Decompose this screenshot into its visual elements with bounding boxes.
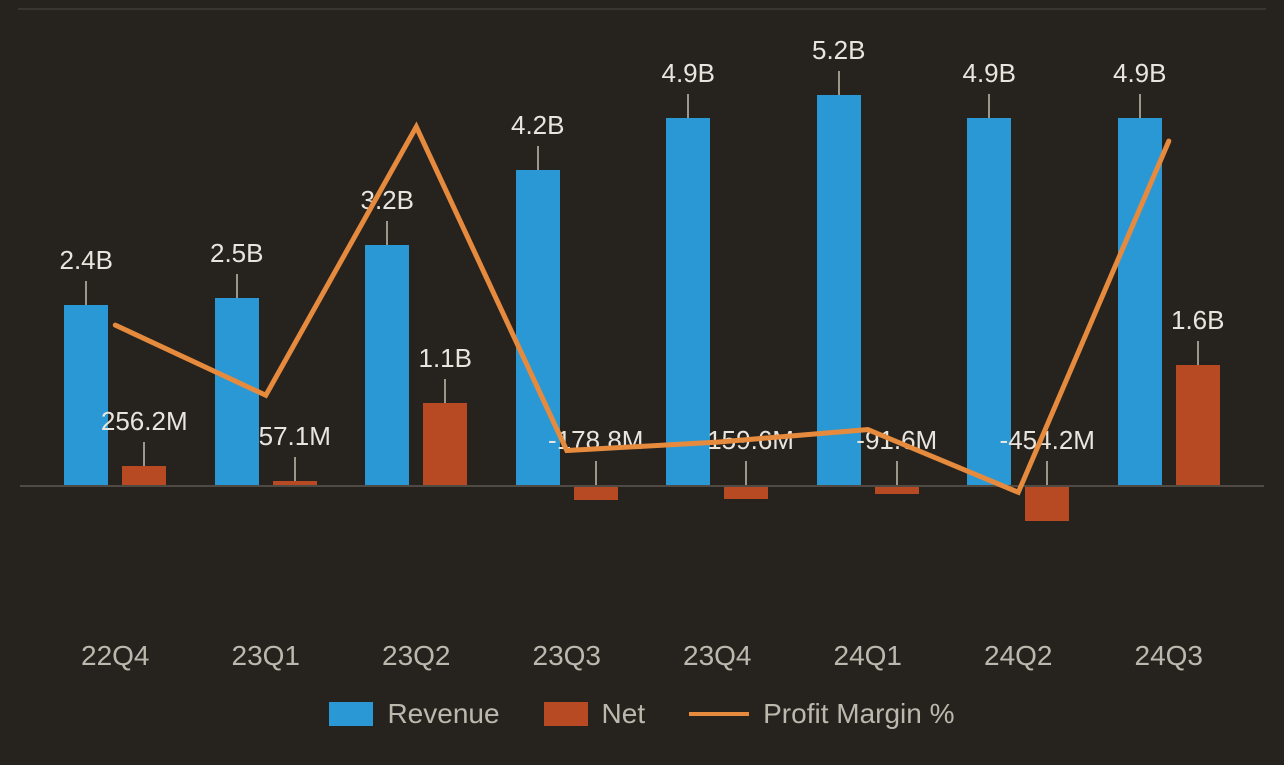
net-bar-label: -454.2M <box>1000 425 1095 456</box>
legend-swatch <box>329 702 373 726</box>
label-tick <box>988 94 990 118</box>
revenue-bar <box>64 305 108 485</box>
legend-label: Revenue <box>387 698 499 730</box>
label-tick <box>896 461 898 485</box>
revenue-bar-label: 2.5B <box>210 238 264 269</box>
legend-item: Revenue <box>329 698 499 730</box>
label-tick <box>236 274 238 298</box>
revenue-bar-label: 3.2B <box>361 185 415 216</box>
revenue-bar <box>817 95 861 485</box>
label-tick <box>386 221 388 245</box>
net-bar <box>423 403 467 486</box>
revenue-net-margin-chart: 2.4B 256.2M 22Q4 2.5B 57.1M 23Q1 3.2B 1.1B 23Q2 4… <box>0 20 1284 765</box>
label-tick <box>294 457 296 481</box>
label-tick <box>1046 461 1048 485</box>
revenue-bar <box>215 298 259 486</box>
legend: Revenue Net Profit Margin % <box>0 698 1284 730</box>
label-tick <box>745 461 747 485</box>
net-bar <box>273 481 317 485</box>
revenue-bar-label: 4.9B <box>963 58 1017 89</box>
net-bar-label: -178.8M <box>548 425 643 456</box>
legend-line-swatch <box>689 712 749 716</box>
top-rule <box>18 8 1266 10</box>
net-bar-label: 1.6B <box>1171 305 1225 336</box>
net-bar-label: -91.6M <box>856 425 937 456</box>
x-axis-label: 23Q4 <box>683 640 752 672</box>
net-bar <box>122 466 166 485</box>
x-axis-label: 23Q2 <box>382 640 451 672</box>
net-bar <box>1025 487 1069 521</box>
net-bar-label: 256.2M <box>101 406 188 437</box>
x-axis-label: 24Q1 <box>834 640 903 672</box>
baseline <box>20 485 1264 487</box>
legend-item: Net <box>544 698 646 730</box>
net-bar <box>1176 365 1220 485</box>
label-tick <box>85 281 87 305</box>
net-bar <box>875 487 919 494</box>
x-axis-label: 23Q3 <box>533 640 602 672</box>
net-bar-label: -159.6M <box>699 425 794 456</box>
net-bar <box>724 487 768 499</box>
net-bar-label: 57.1M <box>259 421 331 452</box>
label-tick <box>537 146 539 170</box>
net-bar-label: 1.1B <box>419 343 473 374</box>
label-tick <box>838 71 840 95</box>
net-bar <box>574 487 618 500</box>
profit-margin-line <box>0 20 1284 765</box>
revenue-bar-label: 4.9B <box>1113 58 1167 89</box>
revenue-bar <box>1118 118 1162 486</box>
x-axis-label: 22Q4 <box>81 640 150 672</box>
label-tick <box>1139 94 1141 118</box>
x-axis-label: 24Q2 <box>984 640 1053 672</box>
x-axis-label: 24Q3 <box>1135 640 1204 672</box>
revenue-bar-label: 4.2B <box>511 110 565 141</box>
legend-item: Profit Margin % <box>689 698 954 730</box>
legend-swatch <box>544 702 588 726</box>
legend-label: Net <box>602 698 646 730</box>
label-tick <box>595 461 597 485</box>
label-tick <box>1197 341 1199 365</box>
label-tick <box>444 379 446 403</box>
revenue-bar <box>365 245 409 485</box>
revenue-bar-label: 2.4B <box>60 245 114 276</box>
label-tick <box>687 94 689 118</box>
x-axis-label: 23Q1 <box>232 640 301 672</box>
label-tick <box>143 442 145 466</box>
revenue-bar-label: 5.2B <box>812 35 866 66</box>
revenue-bar-label: 4.9B <box>662 58 716 89</box>
legend-label: Profit Margin % <box>763 698 954 730</box>
